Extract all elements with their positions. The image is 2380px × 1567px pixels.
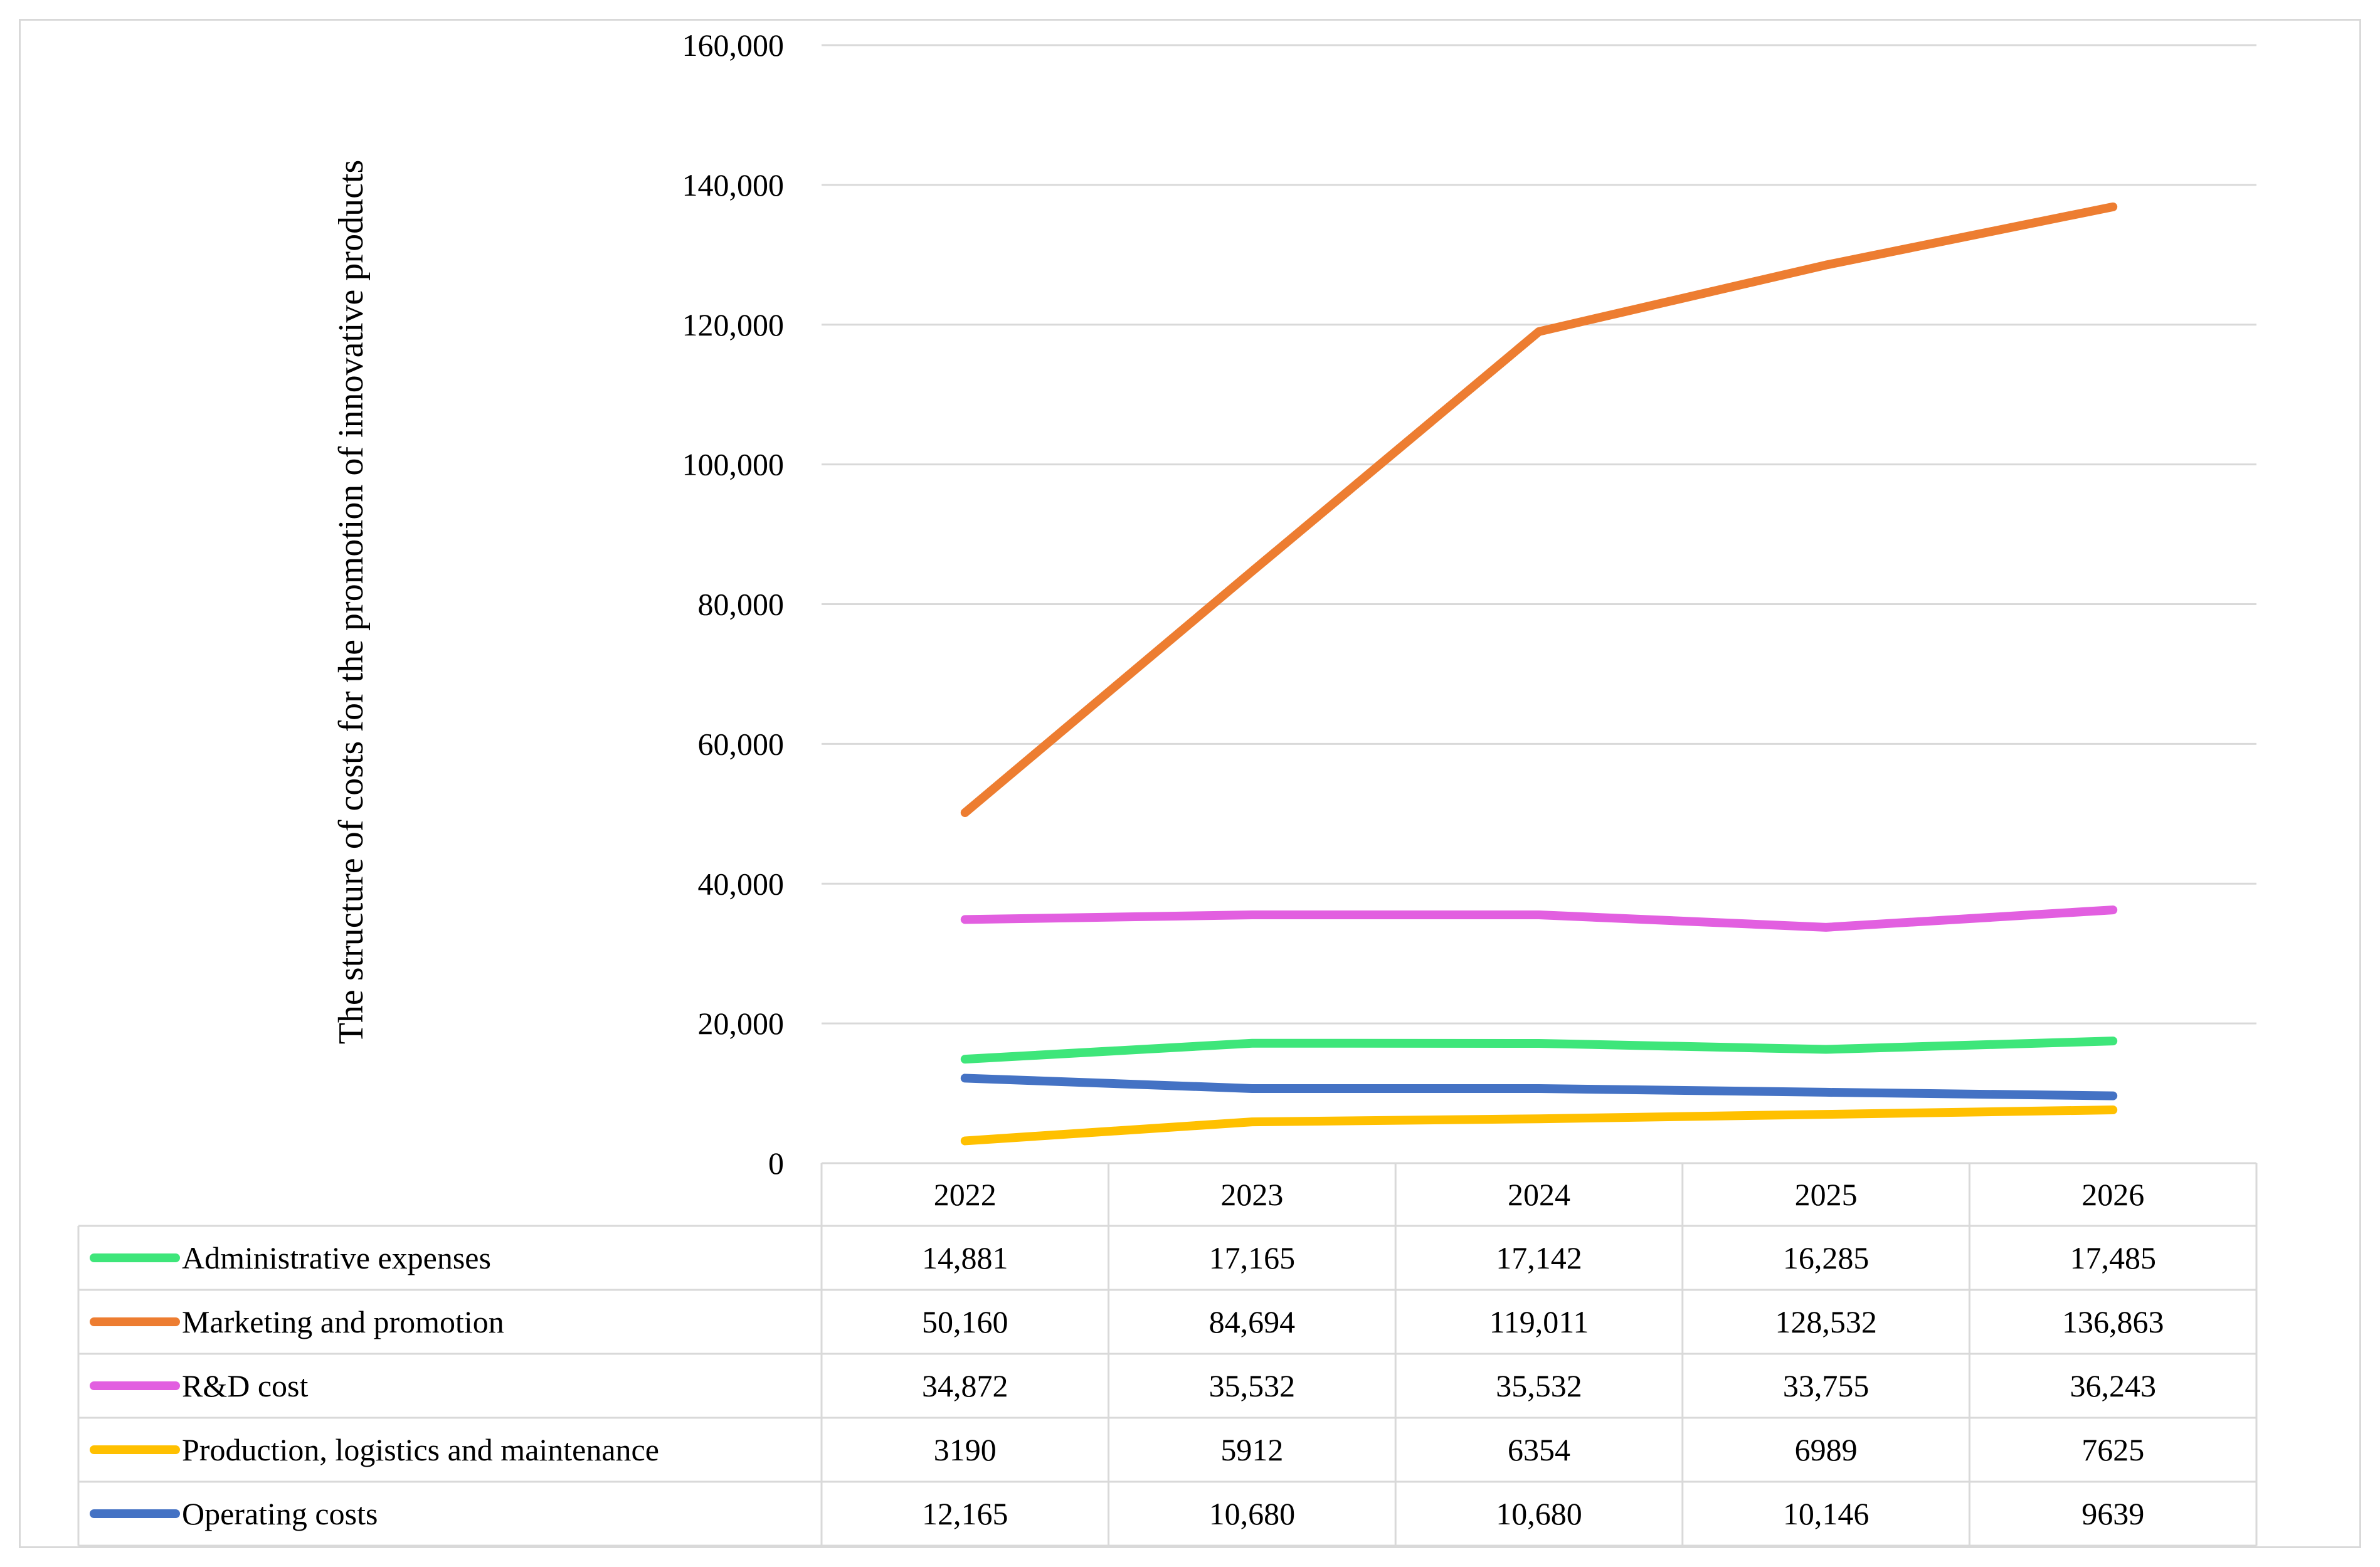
y-tick-label: 80,000 (698, 587, 785, 622)
data-label: 9639 (2081, 1496, 2144, 1531)
legend-label: Production, logistics and maintenance (182, 1432, 659, 1467)
data-label: 34,872 (922, 1368, 1008, 1403)
data-label: 35,532 (1496, 1368, 1582, 1403)
data-label: 6989 (1795, 1432, 1858, 1467)
data-label: 50,160 (922, 1304, 1008, 1339)
data-label: 10,680 (1496, 1496, 1582, 1531)
legend-label: R&D cost (182, 1368, 309, 1403)
data-table: 2022 2023 2024 2025 2026 Administrative expen… (77, 1162, 2258, 1547)
series-line (960, 905, 2118, 932)
x-tick-label: 2026 (2081, 1177, 2144, 1212)
data-label: 33,755 (1783, 1368, 1870, 1403)
data-label: 7625 (2081, 1432, 2144, 1467)
x-tick-label: 2024 (1508, 1177, 1570, 1212)
data-label: 35,532 (1209, 1368, 1296, 1403)
data-label: 6354 (1508, 1432, 1570, 1467)
y-tick-label: 0 (768, 1146, 784, 1181)
y-tick-label: 60,000 (698, 726, 785, 761)
chart-frame (19, 19, 2361, 1548)
y-axis-tick-labels: 0 20,000 40,000 60,000 80,000 100,000 120,000 1… (682, 28, 785, 1181)
data-label: 5912 (1220, 1432, 1283, 1467)
y-tick-label: 160,000 (682, 28, 785, 63)
data-label: 17,142 (1496, 1240, 1582, 1275)
series-line (960, 1074, 2118, 1100)
data-label: 14,881 (922, 1240, 1008, 1275)
data-label: 16,285 (1783, 1240, 1870, 1275)
x-tick-label: 2022 (934, 1177, 997, 1212)
gridlines (822, 44, 2256, 1025)
series-line (960, 1105, 2118, 1146)
data-label: 84,694 (1209, 1304, 1296, 1339)
data-label: 10,680 (1209, 1496, 1296, 1531)
series-lines (960, 202, 2118, 1146)
x-tick-label: 2023 (1220, 1177, 1283, 1212)
y-tick-label: 100,000 (682, 447, 785, 482)
data-label: 17,485 (2070, 1240, 2156, 1275)
y-tick-label: 120,000 (682, 307, 785, 342)
legend-label: Marketing and promotion (182, 1304, 504, 1339)
data-label: 128,532 (1775, 1304, 1877, 1339)
legend-label: Operating costs (182, 1496, 378, 1531)
data-label: 119,011 (1489, 1304, 1589, 1339)
legend-label: Administrative expenses (182, 1240, 491, 1275)
data-label: 3190 (934, 1432, 997, 1467)
y-tick-label: 20,000 (698, 1006, 785, 1041)
data-label: 10,146 (1783, 1496, 1870, 1531)
series-line (960, 202, 2118, 818)
y-tick-label: 140,000 (682, 167, 785, 203)
series-line (960, 1037, 2118, 1064)
data-label: 12,165 (922, 1496, 1008, 1531)
y-tick-label: 40,000 (698, 866, 785, 901)
y-axis-title: The structure of costs for the promotion… (332, 160, 371, 1045)
data-label: 17,165 (1209, 1240, 1296, 1275)
data-label: 136,863 (2062, 1304, 2164, 1339)
data-label: 36,243 (2070, 1368, 2156, 1403)
x-tick-label: 2025 (1795, 1177, 1858, 1212)
